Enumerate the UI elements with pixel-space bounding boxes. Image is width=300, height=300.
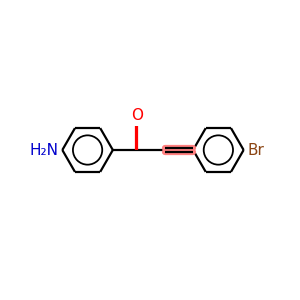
Text: O: O <box>131 108 143 123</box>
Text: H₂N: H₂N <box>30 142 59 158</box>
Text: Br: Br <box>247 142 264 158</box>
